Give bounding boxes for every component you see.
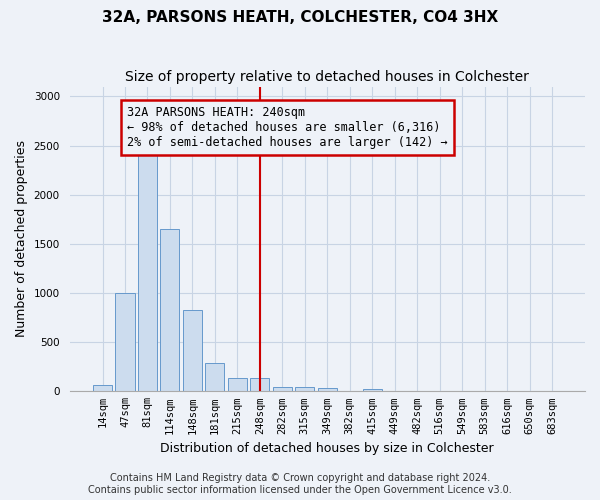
Title: Size of property relative to detached houses in Colchester: Size of property relative to detached ho…	[125, 70, 529, 84]
Bar	[362, 390, 382, 392]
Bar	[273, 387, 292, 392]
Y-axis label: Number of detached properties: Number of detached properties	[15, 140, 28, 338]
Bar	[93, 386, 112, 392]
Text: Contains HM Land Registry data © Crown copyright and database right 2024.
Contai: Contains HM Land Registry data © Crown c…	[88, 474, 512, 495]
Text: 32A, PARSONS HEATH, COLCHESTER, CO4 3HX: 32A, PARSONS HEATH, COLCHESTER, CO4 3HX	[102, 10, 498, 25]
Text: 32A PARSONS HEATH: 240sqm
← 98% of detached houses are smaller (6,316)
2% of sem: 32A PARSONS HEATH: 240sqm ← 98% of detac…	[127, 106, 448, 149]
Bar	[228, 378, 247, 392]
Bar	[205, 363, 224, 392]
Bar	[183, 310, 202, 392]
Bar	[295, 387, 314, 392]
Bar	[160, 229, 179, 392]
Bar	[318, 388, 337, 392]
Bar	[138, 150, 157, 392]
Bar	[115, 293, 134, 392]
Bar	[250, 378, 269, 392]
X-axis label: Distribution of detached houses by size in Colchester: Distribution of detached houses by size …	[160, 442, 494, 455]
